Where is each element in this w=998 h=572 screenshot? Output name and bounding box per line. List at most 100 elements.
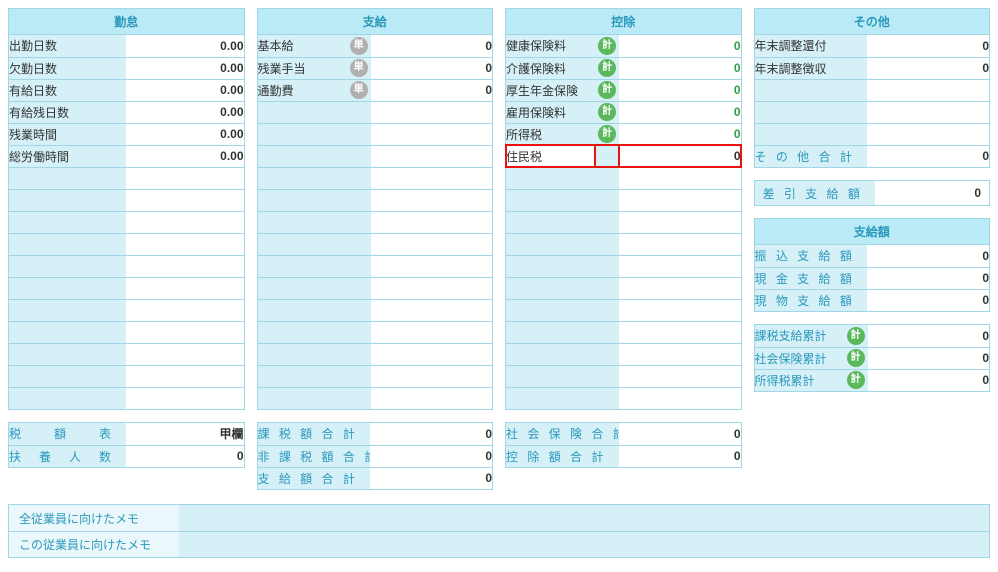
- blank-row: [9, 189, 244, 211]
- blank-row: [258, 387, 493, 409]
- payment-value[interactable]: 0: [371, 79, 492, 101]
- attendance-value[interactable]: 0.00: [126, 145, 243, 167]
- payment-sum-label: 非 課 税 額 合 計: [258, 445, 371, 467]
- payment-sum-value: 0: [370, 423, 492, 445]
- pay-amount-row: 振 込 支 給 額0: [755, 245, 990, 267]
- other-row: 年末調整徴収0: [755, 57, 990, 79]
- cumulative-row: 所得税累計計0: [755, 369, 990, 391]
- deduction-row: 住民税 0: [506, 145, 741, 167]
- blank-row: [258, 365, 493, 387]
- attendance-value[interactable]: 0.00: [126, 57, 243, 79]
- blank-row: [9, 343, 244, 365]
- cumulative-badge-cell: 計: [844, 325, 868, 347]
- other-value[interactable]: 0: [867, 35, 989, 57]
- blank-row: [9, 211, 244, 233]
- attendance-footer-panel: 税 額 表甲欄扶 養 人 数0: [8, 422, 245, 468]
- unit-badge-icon: 単: [350, 37, 368, 55]
- deduction-row: 介護保険料計0: [506, 57, 741, 79]
- blank-row: [258, 211, 493, 233]
- cumulative-label: 課税支給累計: [755, 325, 844, 347]
- payment-value[interactable]: 0: [371, 35, 492, 57]
- deduction-sum-label: 社 会 保 険 合 計: [506, 423, 619, 445]
- payment-column: 支給 基本給単0残業手当単0通勤費単0 課 税 額 合 計0非 課 税 額 合 …: [257, 8, 494, 490]
- blank-row: [506, 321, 741, 343]
- other-sum-value: 0: [867, 145, 989, 167]
- attendance-footer-label: 税 額 表: [9, 423, 126, 445]
- deduction-sum-row: 社 会 保 険 合 計0: [506, 423, 741, 445]
- memo-one-label: この従業員に向けたメモ: [9, 532, 179, 557]
- deduction-sum-value: 0: [619, 423, 741, 445]
- payment-badge-cell: 単: [347, 35, 371, 57]
- deduction-value[interactable]: 0: [619, 145, 740, 167]
- deduction-value[interactable]: 0: [619, 57, 740, 79]
- payment-sum-row: 非 課 税 額 合 計0: [258, 445, 493, 467]
- blank-row: [506, 343, 741, 365]
- cumulative-value[interactable]: 0: [868, 325, 989, 347]
- deduction-value[interactable]: 0: [619, 123, 740, 145]
- deduction-badge-cell: 計: [595, 57, 619, 79]
- pay-amount-label: 現 金 支 給 額: [755, 267, 868, 289]
- attendance-value[interactable]: 0.00: [126, 79, 243, 101]
- attendance-value[interactable]: 0.00: [126, 101, 243, 123]
- cumulative-label: 社会保険累計: [755, 347, 844, 369]
- blank-row: [506, 189, 741, 211]
- deduction-row: 所得税計0: [506, 123, 741, 145]
- blank-row: [9, 167, 244, 189]
- net-panel: 差 引 支 給 額 0: [754, 180, 991, 206]
- deduction-value[interactable]: 0: [619, 79, 740, 101]
- deduction-value[interactable]: 0: [619, 35, 740, 57]
- cumulative-value[interactable]: 0: [868, 369, 989, 391]
- deduction-sum-value: 0: [619, 445, 741, 467]
- payment-sum-row: 課 税 額 合 計0: [258, 423, 493, 445]
- attendance-row: 欠勤日数0.00: [9, 57, 244, 79]
- attendance-label: 出勤日数: [9, 35, 126, 57]
- memo-row-all: 全従業員に向けたメモ: [9, 505, 989, 531]
- deduction-badge-cell: 計: [595, 123, 619, 145]
- deduction-sum-label: 控 除 額 合 計: [506, 445, 619, 467]
- calc-badge-icon: 計: [598, 103, 616, 121]
- deduction-label: 雇用保険料: [506, 101, 595, 123]
- other-value[interactable]: 0: [867, 57, 989, 79]
- attendance-footer-value[interactable]: 甲欄: [126, 423, 243, 445]
- attendance-value[interactable]: 0.00: [126, 123, 243, 145]
- calc-badge-icon: 計: [598, 81, 616, 99]
- calc-badge-icon: 計: [847, 349, 865, 367]
- other-sum-label: そ の 他 合 計: [755, 145, 868, 167]
- attendance-panel: 勤怠 出勤日数0.00欠勤日数0.00有給日数0.00有給残日数0.00残業時間…: [8, 8, 245, 410]
- payment-sum-row: 支 給 額 合 計0: [258, 467, 493, 489]
- attendance-footer-value[interactable]: 0: [126, 445, 243, 467]
- cumulative-row: 課税支給累計計0: [755, 325, 990, 347]
- deduction-row: 雇用保険料計0: [506, 101, 741, 123]
- calc-badge-icon: 計: [598, 125, 616, 143]
- deduction-label: 所得税: [506, 123, 595, 145]
- cumulative-value[interactable]: 0: [868, 347, 989, 369]
- blank-row: [506, 387, 741, 409]
- main-columns: 勤怠 出勤日数0.00欠勤日数0.00有給日数0.00有給残日数0.00残業時間…: [8, 8, 990, 490]
- deduction-badge-cell: 計: [595, 35, 619, 57]
- blank-row: [258, 343, 493, 365]
- deduction-label: 介護保険料: [506, 57, 595, 79]
- other-sum-row: そ の 他 合 計0: [755, 145, 990, 167]
- deduction-label: 住民税: [506, 145, 595, 167]
- pay-amount-value: 0: [867, 245, 989, 267]
- attendance-column: 勤怠 出勤日数0.00欠勤日数0.00有給日数0.00有給残日数0.00残業時間…: [8, 8, 245, 468]
- calc-badge-icon: 計: [847, 327, 865, 345]
- attendance-title: 勤怠: [9, 9, 244, 35]
- cumulative-row: 社会保険累計計0: [755, 347, 990, 369]
- blank-row: [258, 277, 493, 299]
- attendance-value[interactable]: 0.00: [126, 35, 243, 57]
- memo-all-value[interactable]: [179, 505, 989, 531]
- payment-sums-panel: 課 税 額 合 計0非 課 税 額 合 計0支 給 額 合 計0: [257, 422, 494, 490]
- deduction-panel: 控除 健康保険料計0介護保険料計0厚生年金保険計0雇用保険料計0所得税計0住民税…: [505, 8, 742, 410]
- attendance-row: 出勤日数0.00: [9, 35, 244, 57]
- deduction-label: 厚生年金保険: [506, 79, 595, 101]
- attendance-label: 欠勤日数: [9, 57, 126, 79]
- deduction-label: 健康保険料: [506, 35, 595, 57]
- cumulative-badge-cell: 計: [844, 369, 868, 391]
- payment-value[interactable]: 0: [371, 57, 492, 79]
- blank-row: [258, 189, 493, 211]
- blank-row: [755, 79, 990, 101]
- memo-one-value[interactable]: [179, 532, 989, 557]
- deduction-value[interactable]: 0: [619, 101, 740, 123]
- blank-row: [9, 321, 244, 343]
